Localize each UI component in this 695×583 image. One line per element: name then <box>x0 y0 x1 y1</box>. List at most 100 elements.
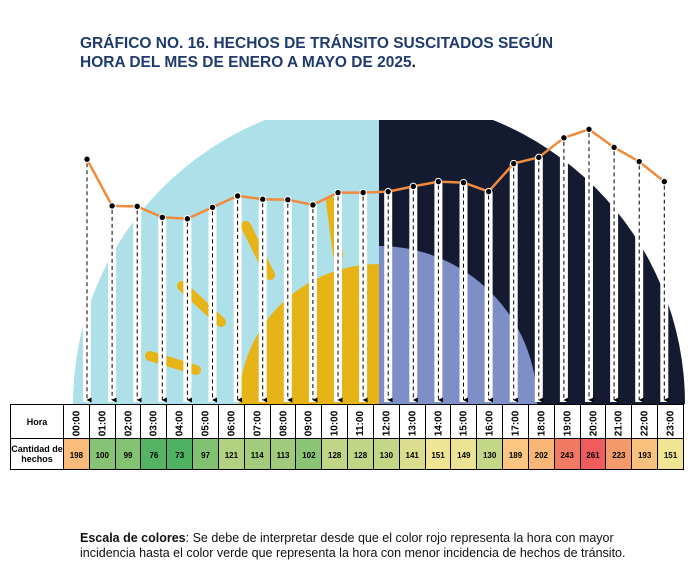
hour-label: 17:00 <box>510 410 522 436</box>
hour-cell: 12:00 <box>372 404 400 439</box>
count-label: 102 <box>302 451 316 460</box>
data-point <box>610 143 618 152</box>
count-label: 223 <box>612 451 626 460</box>
count-label: 76 <box>149 451 159 460</box>
note-text: : Se debe de interpretar desde que el co… <box>80 530 626 560</box>
hour-label: 22:00 <box>639 410 651 436</box>
data-point <box>434 177 443 186</box>
count-label: 149 <box>457 451 471 460</box>
hour-cell: 20:00 <box>579 404 607 439</box>
hour-cell: 00:00 <box>63 404 90 439</box>
hour-label: 14:00 <box>432 410 444 436</box>
hour-label: 16:00 <box>484 410 496 436</box>
count-cell: 121 <box>217 438 245 470</box>
count-cell: 97 <box>192 438 219 470</box>
count-cell: 102 <box>295 438 323 470</box>
hour-label: 21:00 <box>613 410 625 436</box>
count-label: 198 <box>69 451 84 460</box>
count-label: 130 <box>482 451 497 460</box>
hour-cell: 23:00 <box>657 404 684 439</box>
hour-cell: 10:00 <box>321 404 349 439</box>
count-cell: 223 <box>605 438 633 470</box>
data-point <box>158 213 167 222</box>
count-cell: 189 <box>502 438 529 470</box>
title-line-1: GRÁFICO NO. 16. HECHOS DE TRÁNSITO SUSCI… <box>80 35 554 52</box>
hour-cell: 05:00 <box>192 404 219 439</box>
hour-label: 19:00 <box>562 410 574 436</box>
data-point <box>560 134 568 142</box>
hour-cell: 21:00 <box>605 404 633 439</box>
count-cell: 100 <box>88 438 116 470</box>
hour-cell: 13:00 <box>398 404 426 439</box>
hour-label: 03:00 <box>148 410 160 436</box>
hour-label: 02:00 <box>122 410 134 436</box>
count-label: 121 <box>224 451 239 460</box>
hour-row: Hora 00:00 01:00 02:00 03:00 04:00 05:00 06:00… <box>10 404 684 439</box>
count-label: 99 <box>123 451 133 460</box>
hour-label: 18:00 <box>536 410 548 436</box>
count-row: Cantidad de hechos 198 100 99 76 73 97 121 114 1… <box>10 438 684 470</box>
data-point <box>384 187 392 196</box>
count-cell: 128 <box>321 438 349 470</box>
data-point <box>183 215 192 223</box>
data-point <box>208 203 217 212</box>
data-point <box>309 201 317 209</box>
arrow-band <box>534 157 543 402</box>
incidence-line <box>85 128 666 221</box>
moon-shape <box>379 246 537 404</box>
hour-label: 11:00 <box>355 410 367 436</box>
title-period: . <box>411 54 416 71</box>
count-cell: 128 <box>347 438 374 470</box>
data-point <box>585 125 593 133</box>
count-cell: 202 <box>527 438 555 470</box>
count-label: 141 <box>405 451 419 460</box>
arrow-band <box>283 199 292 402</box>
data-point <box>484 187 493 196</box>
data-point <box>535 153 543 162</box>
data-point <box>334 188 342 197</box>
count-label: 202 <box>534 451 548 460</box>
data-point <box>635 157 643 166</box>
count-cell: 151 <box>657 438 684 470</box>
hour-label: 12:00 <box>381 410 393 436</box>
count-label: 193 <box>637 451 652 460</box>
data-point <box>359 188 367 197</box>
count-cell: 76 <box>140 438 168 470</box>
count-cell: 114 <box>243 438 271 470</box>
hour-label: 13:00 <box>407 410 419 436</box>
hour-label: 05:00 <box>200 410 212 436</box>
count-label: 151 <box>431 451 445 460</box>
arrow-band <box>158 217 167 402</box>
note-label: Escala de colores <box>80 530 186 545</box>
count-cell: 130 <box>476 438 504 470</box>
hour-cell: 08:00 <box>269 404 297 439</box>
title-line-2: HORA DEL MES DE ENERO A MAYO DE 2025 <box>80 54 412 71</box>
hour-cell: 22:00 <box>631 404 659 439</box>
data-point <box>510 159 518 168</box>
hours-table: Hora 00:00 01:00 02:00 03:00 04:00 05:00 06:00… <box>10 404 684 470</box>
arrow-band <box>635 161 644 402</box>
hour-cell: 14:00 <box>424 404 452 439</box>
hour-cell: 16:00 <box>476 404 504 439</box>
color-scale-note: Escala de colores: Se debe de interpreta… <box>80 531 640 561</box>
data-point <box>259 195 267 203</box>
data-point <box>108 202 116 210</box>
hour-cell: 06:00 <box>217 404 245 439</box>
hour-cell: 03:00 <box>140 404 168 439</box>
hour-label: 04:00 <box>174 410 186 436</box>
data-point <box>133 202 141 211</box>
count-label: 73 <box>175 451 185 460</box>
hour-label: 15:00 <box>458 410 470 436</box>
hour-cell: 11:00 <box>347 404 374 439</box>
count-label: 97 <box>201 451 210 460</box>
count-cell: 193 <box>631 438 659 470</box>
hour-label: 10:00 <box>329 410 341 436</box>
arrow-band <box>409 186 418 402</box>
hour-label: 00:00 <box>71 410 83 436</box>
hour-cell: 09:00 <box>295 404 323 439</box>
hour-label: 09:00 <box>303 410 315 436</box>
count-cell: 151 <box>424 438 452 470</box>
hour-cell: 04:00 <box>166 404 194 439</box>
count-cell: 113 <box>269 438 297 470</box>
data-point <box>284 196 292 204</box>
